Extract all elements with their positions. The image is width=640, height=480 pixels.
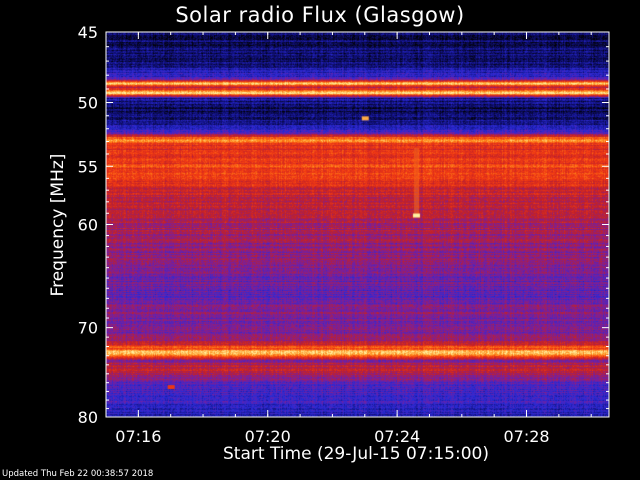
y-tick-label-50: 50 bbox=[78, 94, 98, 113]
plot-frame bbox=[105, 31, 610, 418]
updated-timestamp: Updated Thu Feb 22 00:38:57 2018 bbox=[2, 469, 154, 479]
y-tick-label-45: 45 bbox=[78, 23, 98, 42]
x-tick-label-07-24: 07:24 bbox=[374, 427, 420, 446]
x-tick-label-07-16: 07:16 bbox=[115, 427, 161, 446]
chart-title: Solar radio Flux (Glasgow) bbox=[175, 3, 465, 27]
x-tick-label-07-20: 07:20 bbox=[245, 427, 291, 446]
y-tick-label-80: 80 bbox=[78, 408, 98, 427]
axis-ticks: 45 50 55 60 70 80 07:16 07:20 07:24 07:28 bbox=[78, 23, 609, 446]
x-axis-label: Start Time (29-Jul-15 07:15:00) bbox=[223, 444, 489, 464]
y-axis-label: Frequency [MHz] bbox=[48, 153, 68, 297]
x-tick-label-07-28: 07:28 bbox=[503, 427, 549, 446]
y-tick-label-55: 55 bbox=[78, 157, 98, 176]
y-tick-label-60: 60 bbox=[78, 216, 98, 235]
spectrogram-heatmap bbox=[106, 32, 609, 417]
y-tick-label-70: 70 bbox=[78, 319, 98, 338]
